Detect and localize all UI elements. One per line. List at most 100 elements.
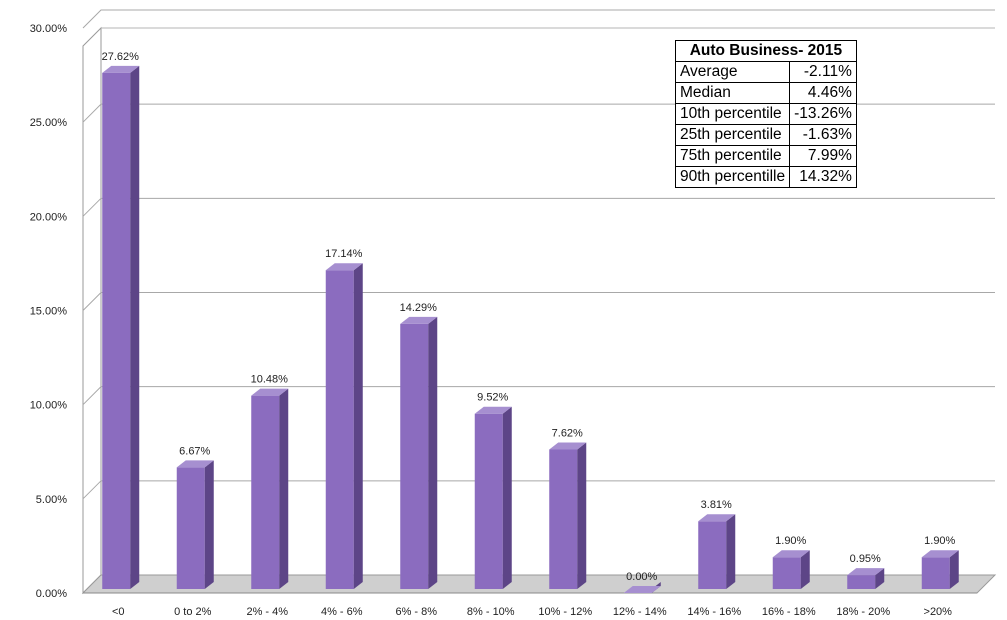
stat-value: -2.11% xyxy=(789,61,857,83)
bar xyxy=(772,550,810,589)
bar-side xyxy=(800,550,810,589)
bar-top xyxy=(400,316,438,324)
bar-front xyxy=(251,395,280,589)
bar-data-label: 10.48% xyxy=(251,374,289,386)
stats-table-title: Auto Business- 2015 xyxy=(675,40,857,62)
bar-top xyxy=(325,263,363,271)
bar-front xyxy=(325,270,354,589)
bar-side xyxy=(279,388,289,589)
chart-gridlines xyxy=(82,9,995,594)
y-tick-label: 15.00% xyxy=(30,306,68,318)
stat-label: Median xyxy=(674,82,791,104)
x-tick-label: 12% - 14% xyxy=(613,606,667,618)
y-axis-tick-labels: 0.00% 5.00% 10.00% 15.00% 20.00% 25.00% 30.00% xyxy=(30,23,68,600)
stats-table-row: Average -2.11% xyxy=(674,61,857,83)
stat-label: 25th percentile xyxy=(674,124,791,146)
bar-top xyxy=(847,568,885,576)
stats-table-row: 25th percentile -1.63% xyxy=(674,124,857,146)
bar-side xyxy=(577,442,587,589)
bar-series: 27.62% 6.67% 10.48% 17.14% 14.29% 9.52% 7.62% 0… xyxy=(102,51,959,593)
y-tick-label: 30.00% xyxy=(30,23,68,35)
bar-side xyxy=(204,460,214,589)
bar-front xyxy=(400,323,429,589)
stat-label: 90th percentille xyxy=(674,166,791,188)
gridline xyxy=(82,480,995,500)
bar xyxy=(549,442,587,589)
x-tick-label: 8% - 10% xyxy=(467,606,515,618)
x-tick-label: 10% - 12% xyxy=(538,606,592,618)
bar-data-label: 7.62% xyxy=(552,427,583,439)
bar xyxy=(251,388,289,589)
x-tick-label: 18% - 20% xyxy=(836,606,890,618)
bar-data-label: 6.67% xyxy=(179,445,210,457)
y-tick-label: 10.00% xyxy=(30,400,68,412)
x-tick-label: <0 xyxy=(112,606,125,618)
bar-top xyxy=(921,550,959,558)
x-axis-tick-labels: <0 0 to 2% 2% - 4% 4% - 6% 6% - 8% 8% - 10% 10… xyxy=(112,606,952,618)
bar xyxy=(847,568,885,589)
bar-side xyxy=(726,514,736,589)
bar-data-label: 0.95% xyxy=(850,553,881,565)
bar-front xyxy=(772,557,801,589)
bar-data-label: 0.00% xyxy=(626,571,657,583)
bar xyxy=(176,460,214,589)
gridline xyxy=(82,386,995,406)
bar-side xyxy=(353,263,363,589)
stat-value: -13.26% xyxy=(789,103,857,125)
gridline xyxy=(82,197,995,217)
bar xyxy=(325,263,363,589)
x-tick-label: 6% - 8% xyxy=(395,606,437,618)
stat-label: 75th percentile xyxy=(674,145,791,167)
bar-front xyxy=(102,72,131,589)
bar-top xyxy=(176,460,214,468)
bar-front xyxy=(474,413,503,589)
y-tick-label: 25.00% xyxy=(30,117,68,129)
bar-data-label: 14.29% xyxy=(400,302,438,314)
bar-data-label: 9.52% xyxy=(477,392,508,404)
y-tick-label: 5.00% xyxy=(36,494,67,506)
bar-front xyxy=(847,575,876,589)
bar-data-label: 1.90% xyxy=(924,535,955,547)
bar-front xyxy=(176,467,205,589)
x-tick-label: 4% - 6% xyxy=(321,606,363,618)
bar-front xyxy=(921,557,950,589)
stat-value: 7.99% xyxy=(789,145,857,167)
x-tick-label: 16% - 18% xyxy=(762,606,816,618)
stats-table-row: 90th percentille 14.32% xyxy=(674,166,857,188)
bar-side xyxy=(949,550,959,589)
bar-data-label: 17.14% xyxy=(325,248,363,260)
bar-side xyxy=(875,568,885,589)
bar-top xyxy=(549,442,587,450)
bar-top xyxy=(772,550,810,558)
x-tick-label: >20% xyxy=(924,606,953,618)
stat-label: 10th percentile xyxy=(674,103,791,125)
y-tick-label: 20.00% xyxy=(30,211,68,223)
bar-front xyxy=(549,449,578,589)
bar xyxy=(623,582,661,593)
bar xyxy=(474,406,512,589)
bar-side xyxy=(502,406,512,589)
bar-top xyxy=(698,514,736,522)
stats-table-header-row: Auto Business- 2015 xyxy=(675,40,857,62)
bar xyxy=(102,65,140,589)
bar-data-label: 1.90% xyxy=(775,535,806,547)
y-tick-label: 0.00% xyxy=(36,588,67,600)
stat-value: 4.46% xyxy=(789,82,857,104)
bar-top xyxy=(474,406,512,414)
bar-top xyxy=(102,65,140,73)
bar-front xyxy=(698,521,727,589)
stats-table-row: 10th percentile -13.26% xyxy=(674,103,857,125)
bar xyxy=(921,550,959,589)
chart-walls xyxy=(82,26,995,595)
stats-table-body: Average -2.11% Median 4.46% 10th percentile -… xyxy=(674,61,857,188)
stat-value: -1.63% xyxy=(789,124,857,146)
bar-top xyxy=(623,586,661,593)
bar-data-label: 3.81% xyxy=(701,499,732,511)
stats-table-row: Median 4.46% xyxy=(674,82,857,104)
x-tick-label: 2% - 4% xyxy=(246,606,288,618)
bar xyxy=(698,514,736,589)
chart-floor xyxy=(81,574,997,594)
stats-table-row: 75th percentile 7.99% xyxy=(674,145,857,167)
stat-value: 14.32% xyxy=(789,166,857,188)
